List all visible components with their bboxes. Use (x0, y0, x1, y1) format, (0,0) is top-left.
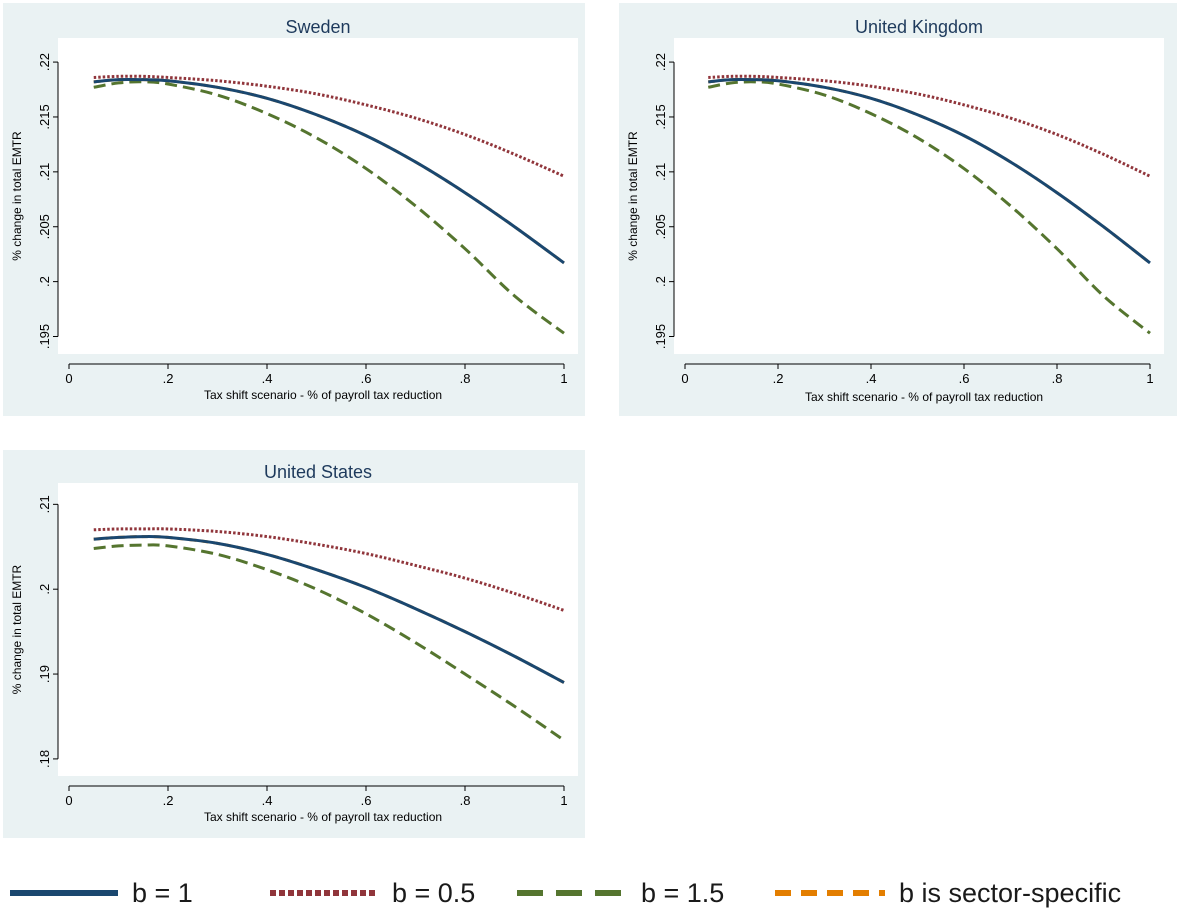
x-tick-label: .6 (959, 371, 970, 386)
legend-swatch-b-1-5 (517, 890, 627, 896)
series-line-b-1 (708, 77, 1151, 265)
y-tick-label: .195 (37, 324, 52, 349)
x-axis-label: Tax shift scenario - % of payroll tax re… (204, 810, 442, 824)
legend-label-b-1-5: b = 1.5 (641, 877, 725, 908)
x-tick-label: .8 (460, 793, 471, 808)
legend-swatch-b-0-5 (270, 890, 378, 896)
plot-area (58, 38, 578, 354)
y-tick-label: .19 (37, 665, 52, 683)
legend-swatch-b-1 (10, 890, 118, 896)
x-tick-label: .6 (361, 793, 372, 808)
legend-item-b-0-5: b = 0.5 (270, 870, 475, 916)
x-tick-label: 1 (560, 793, 567, 808)
chart-svg-sweden: Sweden.195.2.205.21.215.22% change in to… (10, 17, 578, 402)
y-tick-label: .215 (37, 104, 52, 129)
x-tick-label: 1 (560, 371, 567, 386)
x-tick-label: .8 (1052, 371, 1063, 386)
y-tick-label: .21 (37, 495, 52, 513)
legend-label-b-sector-specific: b is sector-specific (899, 877, 1122, 908)
y-tick-label: .195 (653, 324, 668, 349)
y-tick-label: .205 (653, 214, 668, 239)
y-tick-label: .2 (37, 276, 52, 287)
y-tick-label: .22 (37, 53, 52, 71)
y-tick-label: .205 (37, 214, 52, 239)
x-tick-label: .2 (773, 371, 784, 386)
chart-panel-sweden: Sweden .195.2.205.21.215.22% change in to… (3, 3, 585, 416)
y-tick-label: .21 (653, 163, 668, 181)
chart-panel-united-states: United States .18.19.2.21% change in tota… (3, 450, 585, 838)
legend-item-b-1: b = 1 (10, 870, 193, 916)
x-tick-label: .2 (163, 793, 174, 808)
y-tick-label: .215 (653, 104, 668, 129)
legend-item-b-1-5: b = 1.5 (517, 870, 724, 916)
chart-title: United Kingdom (855, 17, 983, 37)
x-axis-label: Tax shift scenario - % of payroll tax re… (204, 388, 442, 402)
legend-label-b-1: b = 1 (132, 877, 193, 908)
series-line-b-1 (93, 535, 565, 684)
x-tick-label: .6 (361, 371, 372, 386)
y-tick-label: .2 (37, 584, 52, 595)
x-tick-label: .4 (262, 371, 273, 386)
chart-title: United States (264, 462, 372, 482)
legend-swatch-b-sector-specific (775, 890, 885, 896)
chart-svg-united-kingdom: United Kingdom.195.2.205.21.215.22% chan… (626, 17, 1164, 404)
legend-item-b-sector-specific: b is sector-specific (775, 870, 1121, 916)
y-tick-label: .21 (37, 163, 52, 181)
chart-panel-united-kingdom: United Kingdom .195.2.205.21.215.22% chan… (619, 3, 1177, 416)
plot-area (58, 483, 578, 776)
y-tick-label: .22 (653, 53, 668, 71)
x-tick-label: 0 (681, 371, 688, 386)
x-tick-label: .8 (460, 371, 471, 386)
series-line-b-1 (93, 77, 565, 265)
y-tick-label: .2 (653, 276, 668, 287)
legend-label-b-0-5: b = 0.5 (392, 877, 476, 908)
series-line-b-1-5 (93, 543, 565, 742)
x-tick-label: .4 (262, 793, 273, 808)
series-line-b-0-5 (93, 527, 565, 612)
x-tick-label: 1 (1146, 371, 1153, 386)
plot-area (674, 38, 1164, 354)
y-axis-label: % change in total EMTR (10, 131, 24, 261)
y-axis-label: % change in total EMTR (626, 131, 640, 261)
series-line-b-1-5 (707, 80, 1151, 335)
x-tick-label: .4 (866, 371, 877, 386)
series-line-b-0-5 (708, 74, 1151, 178)
y-tick-label: .18 (37, 750, 52, 768)
chart-legend: b = 1 b = 0.5 b = 1.5 b is sector-specif… (0, 870, 1177, 916)
x-tick-label: .2 (163, 371, 174, 386)
y-axis-label: % change in total EMTR (10, 564, 24, 694)
chart-title: Sweden (285, 17, 350, 37)
series-line-b-0-5 (93, 74, 565, 178)
x-tick-label: 0 (65, 793, 72, 808)
x-tick-label: 0 (65, 371, 72, 386)
chart-svg-united-states: United States.18.19.2.21% change in tota… (10, 462, 578, 824)
x-axis-label: Tax shift scenario - % of payroll tax re… (805, 390, 1043, 404)
